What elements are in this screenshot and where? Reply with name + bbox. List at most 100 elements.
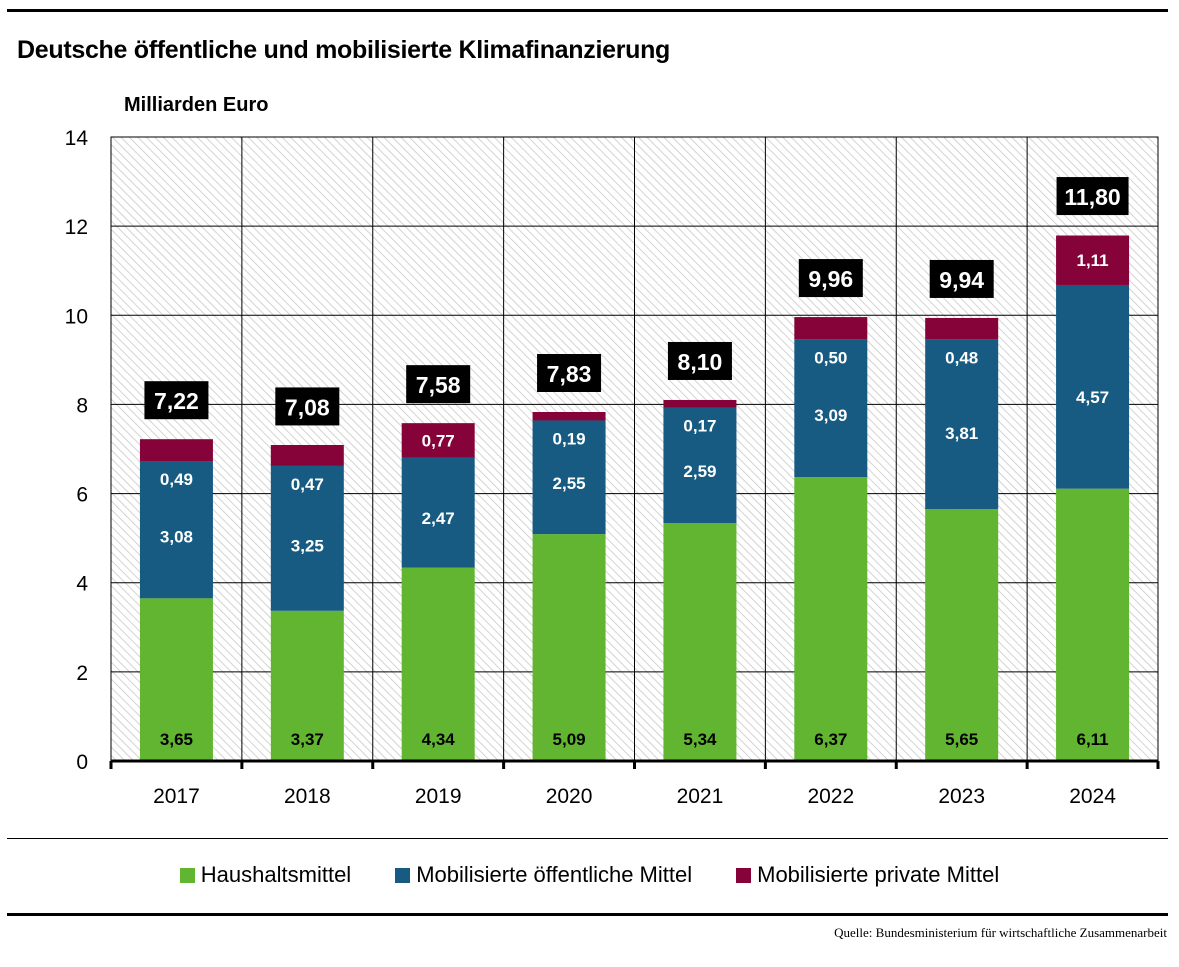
total-label-box bbox=[798, 259, 863, 298]
data-label-haushaltsmittel: 5,65 bbox=[945, 730, 978, 749]
bar-segment-privat-2022 bbox=[794, 317, 868, 340]
data-label-oeffentliche-mittel: 2,47 bbox=[422, 509, 455, 528]
bar-segment-haushalt-2017 bbox=[139, 598, 213, 761]
y-tick-label: 8 bbox=[76, 394, 88, 417]
legend-swatch-private-mittel bbox=[736, 867, 752, 883]
data-label-oeffentliche-mittel: 4,57 bbox=[1076, 388, 1109, 407]
legend-swatch-oeffentliche-mittel bbox=[395, 867, 411, 883]
data-label-haushaltsmittel: 4,34 bbox=[422, 730, 456, 749]
bar-segment-haushalt-2024 bbox=[1056, 488, 1130, 761]
data-label-oeffentliche-mittel: 3,81 bbox=[945, 424, 978, 443]
bar-segment-privat-2021 bbox=[663, 399, 737, 408]
data-label-oeffentliche-mittel: 3,09 bbox=[814, 406, 847, 425]
bar-segment-haushalt-2023 bbox=[925, 509, 999, 761]
total-label: 11,80 bbox=[1064, 184, 1120, 210]
legend-label: Mobilisierte private Mittel bbox=[757, 862, 1000, 887]
y-tick-label: 14 bbox=[65, 127, 89, 150]
total-label: 7,58 bbox=[416, 372, 461, 398]
x-tick-label: 2024 bbox=[1069, 785, 1116, 808]
data-label-haushaltsmittel: 5,09 bbox=[553, 730, 586, 749]
bar-segment-oeffentlich-2018 bbox=[270, 465, 344, 611]
data-label-haushaltsmittel: 5,34 bbox=[683, 730, 717, 749]
data-label-private-mittel: 0,47 bbox=[291, 475, 324, 494]
source-note: Quelle: Bundesministerium für wirtschaft… bbox=[834, 925, 1167, 940]
y-tick-label: 10 bbox=[65, 305, 88, 328]
legend-top-rule bbox=[7, 838, 1168, 839]
bar-segment-oeffentlich-2021 bbox=[663, 407, 737, 523]
y-axis-ticks: 0 2 4 6 8 10 12 14 bbox=[65, 127, 89, 774]
top-rule bbox=[7, 9, 1168, 12]
data-label-private-mittel: 0,48 bbox=[945, 348, 978, 367]
total-label: 7,08 bbox=[285, 394, 330, 420]
bar-segment-oeffentlich-2023 bbox=[925, 339, 999, 510]
data-labels: 3,65 3,08 0,49 7,22 3,37 3,25 0,47 7,08 4,34 2,47… bbox=[144, 177, 1129, 749]
data-label-private-mittel: 0,17 bbox=[683, 417, 716, 436]
legend-item-oeffentliche-mittel: Mobilisierte öffentliche Mittel bbox=[395, 862, 692, 888]
total-label: 7,22 bbox=[154, 388, 199, 414]
data-label-oeffentliche-mittel: 3,25 bbox=[291, 537, 324, 556]
data-label-haushaltsmittel: 3,65 bbox=[160, 730, 193, 749]
stacked-bar-chart: 0 2 4 6 8 10 12 14 3,65 3,08 0,49 7,22 3,37 3,25 0,47… bbox=[65, 127, 1160, 808]
legend-swatch-haushaltsmittel bbox=[179, 867, 195, 883]
total-label-box bbox=[929, 259, 994, 298]
x-tick-label: 2019 bbox=[415, 785, 462, 808]
chart-title: Deutsche öffentliche und mobilisierte Kl… bbox=[17, 36, 671, 64]
data-label-private-mittel: 0,49 bbox=[160, 470, 193, 489]
x-tick-label: 2021 bbox=[677, 785, 724, 808]
bar-segment-privat-2024 bbox=[1056, 235, 1130, 285]
y-tick-label: 4 bbox=[76, 573, 88, 596]
total-label-box bbox=[537, 354, 602, 393]
y-tick-label: 12 bbox=[65, 216, 88, 239]
bar-segment-haushalt-2019 bbox=[401, 567, 475, 761]
x-tick-label: 2022 bbox=[807, 785, 854, 808]
legend-item-private-mittel: Mobilisierte private Mittel bbox=[736, 862, 999, 888]
data-label-oeffentliche-mittel: 3,08 bbox=[160, 528, 193, 547]
data-label-haushaltsmittel: 3,37 bbox=[291, 730, 324, 749]
x-tick-label: 2018 bbox=[284, 785, 331, 808]
y-tick-label: 0 bbox=[76, 751, 88, 774]
y-tick-label: 6 bbox=[76, 484, 88, 507]
bar-segment-privat-2018 bbox=[270, 444, 344, 466]
total-label-box bbox=[1056, 177, 1129, 216]
legend-label: Haushaltsmittel bbox=[200, 862, 352, 887]
total-label-box bbox=[667, 341, 732, 380]
bar-segment-privat-2020 bbox=[532, 412, 606, 421]
bar-segment-oeffentlich-2020 bbox=[532, 420, 606, 535]
x-axis: 2017 2018 2019 2020 2021 2022 2023 2024 bbox=[109, 759, 1160, 808]
total-label: 9,96 bbox=[808, 266, 853, 292]
data-label-haushaltsmittel: 6,11 bbox=[1076, 730, 1108, 749]
data-label-oeffentliche-mittel: 2,59 bbox=[683, 462, 716, 481]
bar-segment-haushalt-2020 bbox=[532, 534, 606, 761]
data-label-haushaltsmittel: 6,37 bbox=[814, 730, 847, 749]
bar-segment-haushalt-2018 bbox=[270, 610, 344, 761]
data-label-oeffentliche-mittel: 2,55 bbox=[553, 474, 586, 493]
data-label-private-mittel: 0,19 bbox=[553, 429, 586, 448]
bar-segment-privat-2017 bbox=[139, 439, 213, 462]
legend-label: Mobilisierte öffentliche Mittel bbox=[416, 862, 693, 887]
y-tick-label: 2 bbox=[76, 662, 88, 685]
bar-segment-oeffentlich-2017 bbox=[139, 461, 213, 599]
total-label-box bbox=[275, 387, 340, 426]
bar-segment-oeffentlich-2022 bbox=[794, 339, 868, 478]
data-label-private-mittel: 0,77 bbox=[422, 431, 455, 450]
bar-segment-oeffentlich-2019 bbox=[401, 457, 475, 568]
x-tick-label: 2017 bbox=[153, 785, 200, 808]
x-tick-label: 2023 bbox=[938, 785, 985, 808]
bars bbox=[139, 235, 1130, 761]
total-label-box bbox=[144, 381, 209, 420]
bar-segment-privat-2019 bbox=[401, 423, 475, 458]
total-label: 9,94 bbox=[939, 267, 984, 293]
y-axis-label: Milliarden Euro bbox=[124, 94, 269, 116]
data-label-private-mittel: 1,11 bbox=[1076, 251, 1108, 270]
bar-segment-oeffentlich-2024 bbox=[1056, 284, 1130, 489]
total-label: 7,83 bbox=[547, 361, 592, 387]
bar-segment-haushalt-2022 bbox=[794, 477, 868, 761]
legend-item-haushaltsmittel: Haushaltsmittel bbox=[179, 862, 352, 888]
total-label-box bbox=[406, 365, 471, 404]
bottom-rule bbox=[7, 913, 1168, 916]
total-label: 8,10 bbox=[678, 349, 723, 375]
legend: Haushaltsmittel Mobilisierte öffentliche… bbox=[0, 862, 1179, 888]
data-label-private-mittel: 0,50 bbox=[814, 348, 847, 367]
bar-segment-haushalt-2021 bbox=[663, 522, 737, 761]
x-tick-label: 2020 bbox=[546, 785, 593, 808]
